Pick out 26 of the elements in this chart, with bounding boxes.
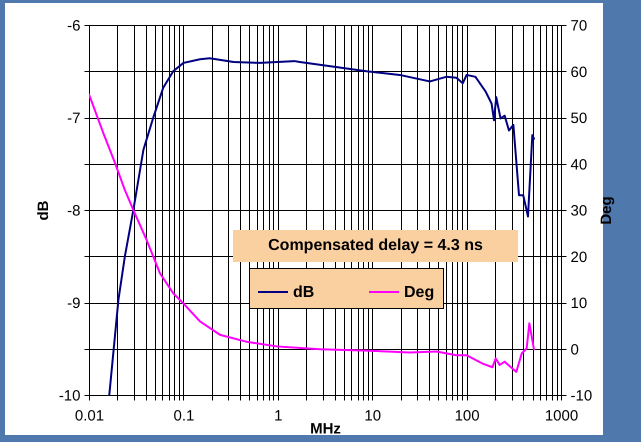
y2-tick-label: 0 xyxy=(570,341,579,358)
y-tick-label: -8 xyxy=(67,202,80,220)
y2-tick-label: 60 xyxy=(570,64,588,81)
x-tick-label: 10 xyxy=(364,408,382,424)
y-axis-title: dB xyxy=(34,200,52,220)
y2-tick-label: 10 xyxy=(570,295,588,312)
y-tick-label: -6 xyxy=(67,18,80,34)
x-tick-label: 0.1 xyxy=(173,408,194,424)
x-tick-label: 1000 xyxy=(544,408,578,424)
note-box: Compensated delay = 4.3 ns xyxy=(233,230,518,262)
legend-label: Deg xyxy=(404,284,434,301)
y2-tick-label: 20 xyxy=(570,248,588,266)
y2-axis-title: Deg xyxy=(598,196,616,225)
y2-tick-label: -10 xyxy=(570,388,592,404)
y-tick-label: -9 xyxy=(67,295,80,312)
x-tick-label: 1 xyxy=(274,408,282,424)
y2-tick-label: 40 xyxy=(570,156,588,174)
y-tick-label: -10 xyxy=(58,388,80,404)
x-tick-label: 100 xyxy=(454,408,480,424)
y2-tick-label: 70 xyxy=(570,18,588,34)
x-axis-title: MHz xyxy=(310,420,341,438)
y2-tick-label: 30 xyxy=(570,202,588,220)
y2-tick-label: 50 xyxy=(570,110,588,127)
x-tick-label: 0.01 xyxy=(74,408,104,424)
legend-label: dB xyxy=(293,284,314,301)
y-tick-label: -7 xyxy=(67,110,80,127)
